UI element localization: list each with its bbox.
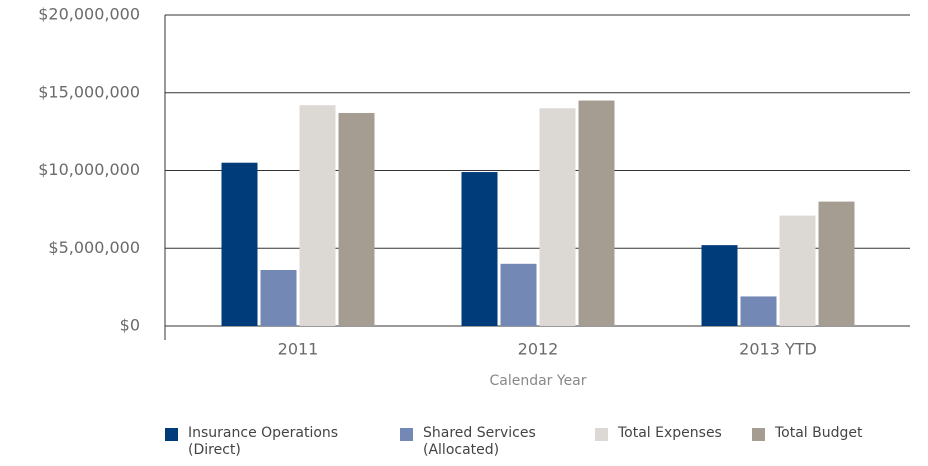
legend-swatch: [165, 428, 178, 441]
legend-swatch: [752, 428, 765, 441]
y-tick-label: $10,000,000: [38, 160, 140, 179]
x-tick-label: 2011: [278, 340, 319, 359]
bar: [299, 105, 336, 326]
legend-swatch: [595, 428, 608, 441]
bar: [578, 100, 615, 327]
legend-label: Total Budget: [775, 425, 863, 441]
y-tick-label: $20,000,000: [38, 5, 140, 24]
chart: Calendar Year $0 $5,000,000 $10,000,000 $15…: [38, 5, 910, 389]
bar: [221, 162, 258, 326]
bar: [338, 112, 375, 326]
bar: [500, 263, 537, 326]
legend-label: Insurance Operations (Direct): [188, 425, 339, 458]
legend-label: Total Expenses: [618, 425, 722, 441]
bar: [740, 296, 777, 326]
bar: [701, 245, 738, 326]
x-axis-label: Calendar Year: [489, 373, 586, 389]
x-tick-label: 2013 YTD: [739, 340, 817, 359]
legend-item: Total Budget: [752, 425, 892, 459]
legend-item: Shared Services (Allocated): [400, 425, 595, 459]
bar: [260, 270, 297, 326]
bar: [779, 215, 816, 326]
legend-item: Insurance Operations (Direct): [165, 425, 400, 459]
bar: [539, 108, 576, 326]
legend-label: Shared Services (Allocated): [423, 425, 536, 458]
y-tick-label: $15,000,000: [38, 82, 140, 101]
legend-item: Total Expenses: [595, 425, 752, 459]
y-tick-label: $0: [120, 316, 140, 335]
x-tick-label: 2012: [518, 340, 559, 359]
y-tick-label: $5,000,000: [48, 238, 140, 257]
bar: [818, 201, 855, 326]
bar: [461, 172, 498, 326]
legend-swatch: [400, 428, 413, 441]
legend: Insurance Operations (Direct) Shared Serv…: [165, 425, 892, 459]
